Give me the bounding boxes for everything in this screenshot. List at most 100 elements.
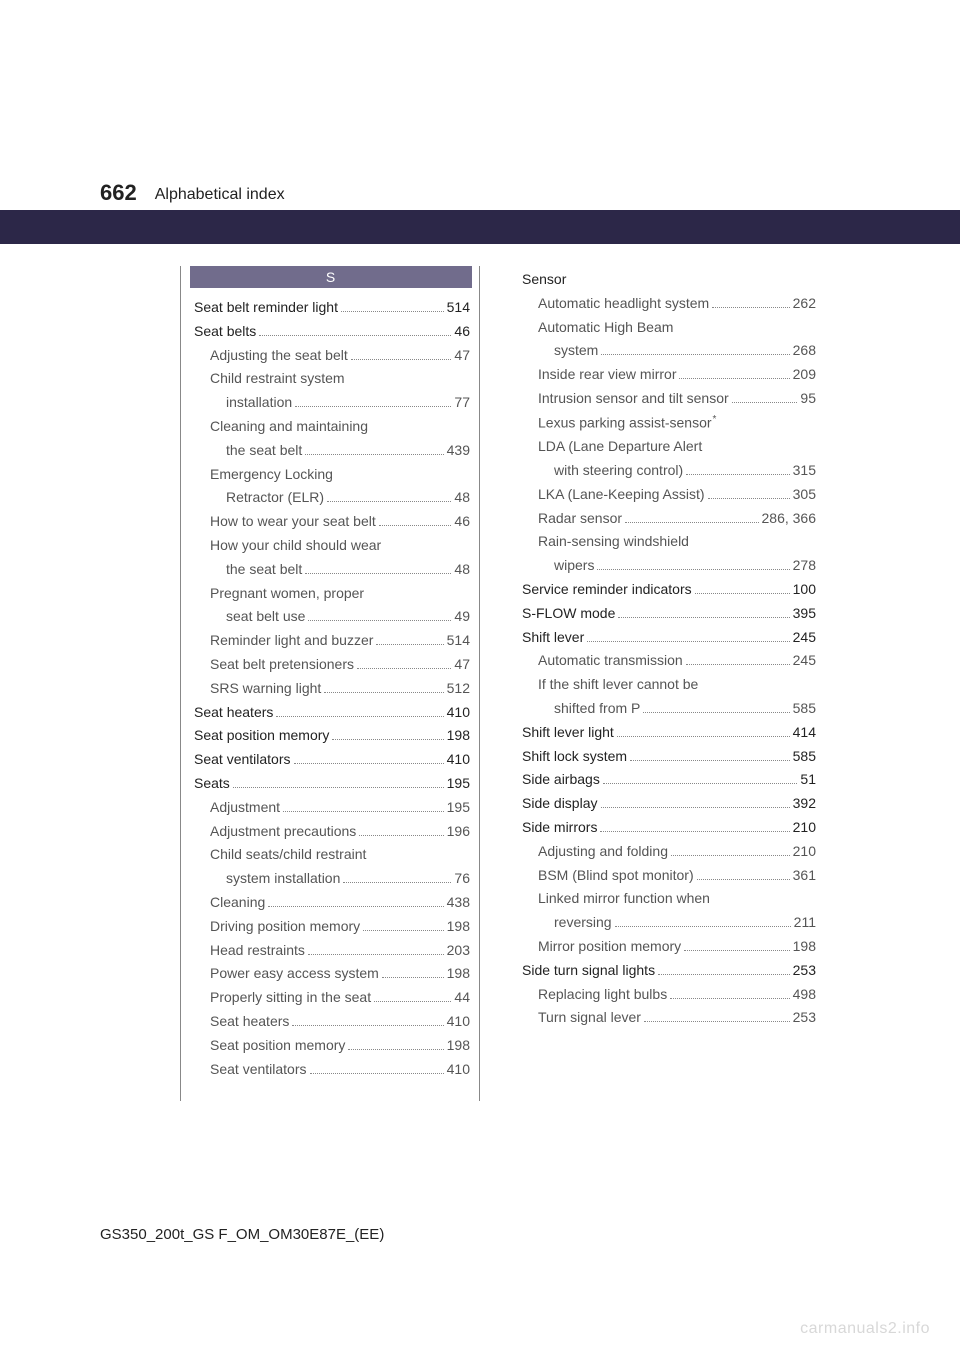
index-content: S Seat belt reminder light 514 Seat belts 4… [0,244,960,1089]
index-entry-label: LKA (Lane-Keeping Assist) [538,483,705,507]
dot-leader [625,516,758,523]
index-entry-page: 211 [794,911,816,935]
index-entry-page: 305 [793,483,816,507]
index-entry-page: 210 [793,816,816,840]
index-entry-label: Intrusion sensor and tilt sensor [538,387,729,411]
index-entry-label: Side turn signal lights [522,959,655,983]
index-entry-label: Seat ventilators [194,748,291,772]
watermark-bottom: carmanuals2.info [800,1320,930,1338]
index-entry: Lexus parking assist-sensor* [522,411,816,435]
footer-doc-code: GS350_200t_GS F_OM_OM30E87E_(EE) [100,1226,384,1243]
index-entry: Seat heaters410 [194,701,470,725]
column-rule-left [180,266,181,1101]
index-entry-label: Side mirrors [522,816,597,840]
index-entry: BSM (Blind spot monitor)361 [522,864,816,888]
index-entry-label: Adjusting the seat belt [210,344,348,368]
index-entry-page: 44 [454,986,470,1010]
index-entry-page: 47 [454,344,470,368]
index-entry-label: LDA (Lane Departure Alert [538,435,702,459]
index-column-left: S Seat belt reminder light 514 Seat belts 4… [180,266,480,1089]
section-label: Alphabetical index [155,186,285,210]
page-number: 662 [100,180,137,210]
index-entry-label: with steering control) [554,459,683,483]
dot-leader [359,829,443,836]
index-entry-page: 196 [447,820,470,844]
dot-leader [268,900,443,907]
index-entry-page: 47 [454,653,470,677]
dot-leader [332,733,443,740]
index-entries-right: SensorAutomatic headlight system262Autom… [518,266,818,1038]
index-entry: Adjusting the seat belt 47 [194,344,470,368]
page-header: 662 Alphabetical index [0,170,960,210]
index-entry-label: Driving position memory [210,915,360,939]
index-entry: Side display392 [522,792,816,816]
index-entry: Mirror position memory198 [522,935,816,959]
index-entries-left: Seat belt reminder light514Seat belts46A… [190,294,472,1089]
index-entry: Shift lever245 [522,626,816,650]
dot-leader [708,492,790,499]
index-entry: Seats195 [194,772,470,796]
index-entry-label: seat belt use [226,605,305,629]
dot-leader [617,730,790,737]
dot-leader [351,353,452,360]
index-entry-label: system [554,339,598,363]
index-entry-page: 392 [793,792,816,816]
index-entry: Sensor [522,268,816,292]
index-entry-label: How your child should wear [210,534,381,558]
index-entry-label: Shift lock system [522,745,627,769]
letter-heading: S [190,266,472,288]
index-entry-page: 361 [793,864,816,888]
index-entry-label: Seat heaters [194,701,273,725]
index-entry: Child restraint system [194,367,470,391]
dot-leader [679,372,789,379]
dot-leader [618,611,789,618]
dot-leader [341,305,444,312]
dot-leader [686,468,789,475]
index-entry: seat belt use49 [194,605,470,629]
index-entry: Power easy access system198 [194,962,470,986]
index-entry: Automatic High Beam [522,316,816,340]
index-entry-label: Child restraint system [210,367,345,391]
index-entry-page: 395 [793,602,816,626]
index-entry-page: 498 [793,983,816,1007]
index-entry: SRS warning light512 [194,677,470,701]
index-entry-label: Automatic transmission [538,649,683,673]
index-entry-label: Adjustment [210,796,280,820]
index-entry-label: Child seats/child restraint [210,843,366,867]
dot-leader [374,995,451,1002]
index-entry-label: Emergency Locking [210,463,333,487]
index-entry-page: 410 [447,748,470,772]
index-entry: system installation76 [194,867,470,891]
index-entry: Turn signal lever253 [522,1006,816,1030]
dot-leader [259,329,451,336]
index-entry-page: 286, 366 [762,507,817,531]
index-entry-page: 268 [793,339,816,363]
index-entry-page: 209 [793,363,816,387]
index-entry: Child seats/child restraint [194,843,470,867]
index-entry-label: Seat belts [194,320,256,344]
index-entry: Radar sensor286, 366 [522,507,816,531]
index-entry-label: Seat belt reminder light [194,296,338,320]
index-entry-page: 245 [793,649,816,673]
dot-leader [233,781,444,788]
dot-leader [658,968,790,975]
dot-leader [310,1067,444,1074]
index-entry: Inside rear view mirror209 [522,363,816,387]
index-entry-label: Automatic headlight system [538,292,709,316]
index-entry: the seat belt439 [194,439,470,463]
index-entry-page: 514 [447,629,470,653]
index-entry-page: 253 [793,959,816,983]
dot-leader [732,396,798,403]
index-entry-label: Cleaning and maintaining [210,415,368,439]
index-entry: Driving position memory198 [194,915,470,939]
index-entry-label: system installation [226,867,340,891]
index-entry-page: 410 [447,1010,470,1034]
index-entry: Head restraints203 [194,939,470,963]
index-entry: LKA (Lane-Keeping Assist) 305 [522,483,816,507]
index-entry-label: Seat position memory [194,724,329,748]
dot-leader [348,1043,443,1050]
index-entry-label: wipers [554,554,594,578]
dot-leader [587,635,789,642]
index-entry-page: 203 [447,939,470,963]
dot-leader [712,301,789,308]
